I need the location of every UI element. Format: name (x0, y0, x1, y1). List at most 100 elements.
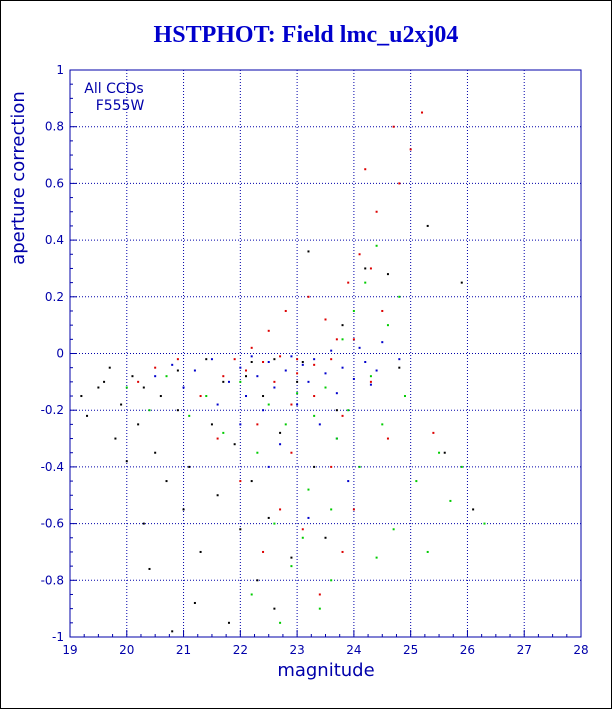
data-point (386, 324, 389, 327)
data-point (426, 550, 429, 553)
data-point (381, 423, 384, 426)
data-point (125, 460, 128, 463)
data-point (472, 508, 475, 511)
grid-lines (70, 70, 581, 637)
data-point (165, 375, 168, 378)
data-point (307, 380, 310, 383)
y-tick-label: 0.2 (45, 290, 64, 304)
data-point (324, 318, 327, 321)
data-point (239, 480, 242, 483)
data-point (324, 536, 327, 539)
data-point (330, 465, 333, 468)
data-point (347, 281, 350, 284)
data-point (250, 480, 253, 483)
data-point (279, 508, 282, 511)
data-point (398, 358, 401, 361)
data-point (364, 281, 367, 284)
data-point (313, 414, 316, 417)
data-point (398, 182, 401, 185)
data-point (148, 409, 151, 412)
data-point (154, 375, 157, 378)
data-point (369, 375, 372, 378)
x-tick-label: 25 (403, 643, 418, 657)
data-point (460, 465, 463, 468)
data-point (233, 358, 236, 361)
data-point (352, 508, 355, 511)
data-point (324, 372, 327, 375)
data-point (438, 451, 441, 454)
data-point (296, 403, 299, 406)
data-point (86, 414, 89, 417)
data-point (381, 309, 384, 312)
y-tick-label: -0.8 (41, 573, 64, 587)
data-point (301, 536, 304, 539)
data-point (341, 414, 344, 417)
x-tick-label: 19 (62, 643, 77, 657)
y-tick-label: -1 (52, 630, 64, 644)
data-point (273, 607, 276, 610)
data-point (250, 593, 253, 596)
data-point (245, 375, 248, 378)
data-point (262, 409, 265, 412)
data-point (159, 395, 162, 398)
data-point (273, 386, 276, 389)
data-point (205, 395, 208, 398)
data-point (256, 375, 259, 378)
data-point (335, 437, 338, 440)
data-point (199, 395, 202, 398)
y-tick-label: -0.6 (41, 517, 64, 531)
data-point (279, 621, 282, 624)
data-point (352, 338, 355, 341)
data-point (125, 386, 128, 389)
data-point (341, 550, 344, 553)
data-point (171, 363, 174, 366)
x-tick-label: 28 (573, 643, 588, 657)
data-point (318, 607, 321, 610)
data-point (443, 451, 446, 454)
data-point (296, 372, 299, 375)
data-point (432, 431, 435, 434)
data-point (364, 361, 367, 364)
data-point (279, 443, 282, 446)
x-tick-label: 22 (233, 643, 248, 657)
data-point (279, 431, 282, 434)
data-point (313, 395, 316, 398)
data-point (313, 465, 316, 468)
data-point (131, 375, 134, 378)
data-point (142, 386, 145, 389)
data-point (227, 621, 230, 624)
data-point (364, 267, 367, 270)
data-point (239, 528, 242, 531)
axis-ticks: 19 20 21 22 23 24 25 26 27 28 -1 -0.8 -0.6 -0.4 -0.2 0 0… (41, 63, 589, 657)
data-point (352, 309, 355, 312)
data-point (148, 567, 151, 570)
data-point (392, 528, 395, 531)
data-point (318, 593, 321, 596)
data-point (403, 395, 406, 398)
data-point (267, 465, 270, 468)
data-point (176, 409, 179, 412)
data-point (199, 550, 202, 553)
data-point (154, 366, 157, 369)
y-tick-label: 0.4 (45, 233, 64, 247)
data-point (154, 451, 157, 454)
data-point (301, 528, 304, 531)
data-point (330, 508, 333, 511)
data-point (176, 369, 179, 372)
data-point (409, 148, 412, 151)
x-tick-label: 21 (176, 643, 191, 657)
data-point (318, 423, 321, 426)
x-tick-label: 27 (517, 643, 532, 657)
data-point (313, 363, 316, 366)
y-tick-label: 0 (56, 347, 64, 361)
data-point (296, 392, 299, 395)
y-tick-label: 0.8 (45, 120, 64, 134)
data-point (381, 341, 384, 344)
data-point (358, 253, 361, 256)
x-tick-label: 26 (460, 643, 475, 657)
data-point (301, 363, 304, 366)
annotation-all-ccds: All CCDs (84, 81, 143, 97)
data-point (386, 437, 389, 440)
x-axis-label: magnitude (277, 660, 374, 681)
data-point (210, 423, 213, 426)
